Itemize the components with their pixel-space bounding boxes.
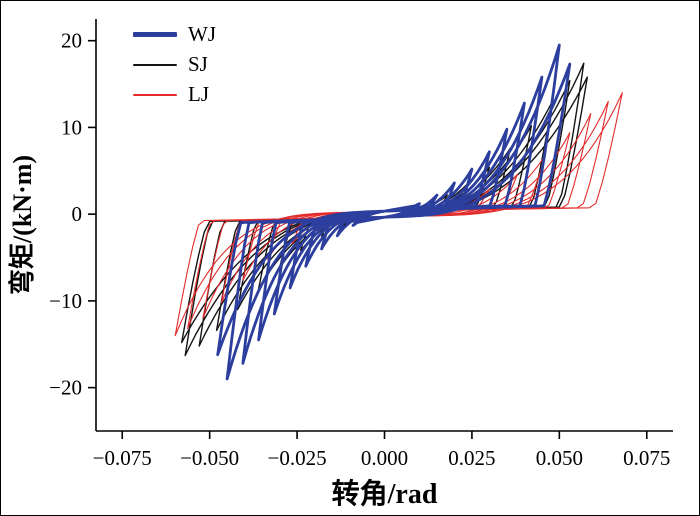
legend-label-wj: WJ <box>188 22 216 46</box>
legend-label-sj: SJ <box>188 52 208 76</box>
lj-line-sample-icon <box>133 93 177 96</box>
y-tick-label: 20 <box>61 29 82 53</box>
y-axis-title: 弯矩/(kN·m) <box>7 155 37 295</box>
series-curves <box>174 43 623 381</box>
series-curve-wj <box>216 43 572 381</box>
wj-line-sample-icon <box>133 32 177 37</box>
legend-item-sj: SJ <box>133 51 216 78</box>
legend-item-wj: WJ <box>133 21 216 48</box>
x-tick-label: 0.000 <box>361 446 408 470</box>
y-tick-label: 10 <box>61 115 82 139</box>
y-tick-label: 0 <box>72 202 83 226</box>
sj-line-sample-icon <box>133 63 177 66</box>
x-tick-label: 0.050 <box>536 446 583 470</box>
y-tick-label: −20 <box>49 376 82 400</box>
x-tick-label: 0.075 <box>623 446 670 470</box>
axes: −0.075 −0.050 −0.025 0.000 0.025 0.050 0.075 20… <box>7 19 673 510</box>
x-tick-label: 0.025 <box>448 446 495 470</box>
y-tick-label: −10 <box>49 289 82 313</box>
legend-item-lj: LJ <box>133 81 216 108</box>
legend-label-lj: LJ <box>188 82 209 106</box>
legend: WJ SJ LJ <box>133 21 216 108</box>
x-tick-label: −0.050 <box>180 446 239 470</box>
x-axis-title: 转角/rad <box>332 477 438 510</box>
x-tick-label: −0.075 <box>93 446 152 470</box>
x-tick-label: −0.025 <box>268 446 327 470</box>
